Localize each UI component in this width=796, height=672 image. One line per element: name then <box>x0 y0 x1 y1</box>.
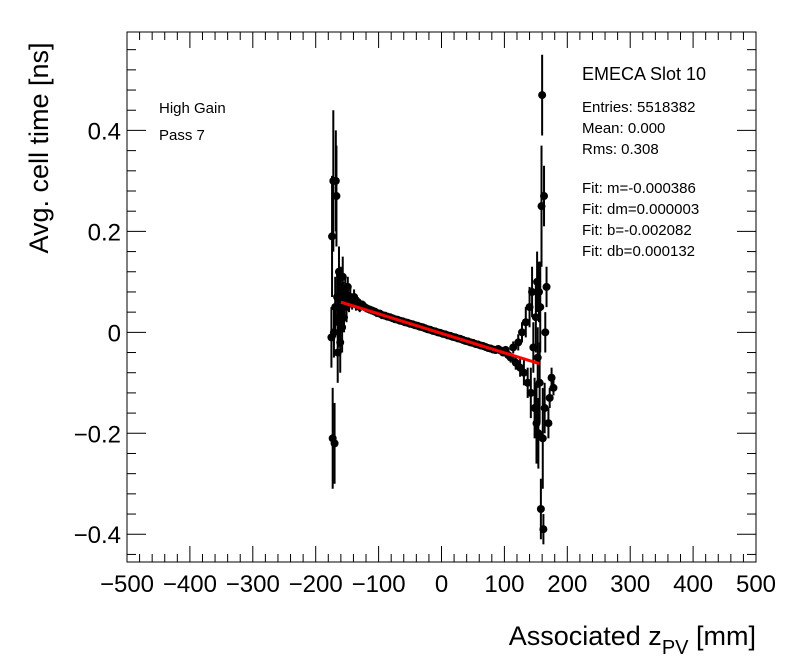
stats-fit-b: Fit: b=-0.002082 <box>582 222 692 239</box>
data-point <box>514 338 523 347</box>
x-tick-label: 0 <box>435 571 448 598</box>
y-axis-title: Avg. cell time [ns] <box>24 42 54 253</box>
x-tick-label: 500 <box>736 571 776 598</box>
data-point <box>509 343 518 352</box>
x-tick-label: −300 <box>226 571 280 598</box>
data-point <box>539 525 548 534</box>
data-point <box>542 282 551 291</box>
data-points <box>327 54 558 545</box>
data-point <box>328 232 337 241</box>
chart-text: Avg. cell time [ns] Associated zPV [mm] … <box>24 42 776 659</box>
fit-line <box>340 300 540 366</box>
data-point <box>535 378 544 387</box>
x-tick-label: −400 <box>163 571 217 598</box>
x-tick-label: −200 <box>289 571 343 598</box>
data-point <box>541 328 550 337</box>
data-point <box>521 318 530 327</box>
data-point <box>519 368 528 377</box>
data-point <box>526 388 535 397</box>
x-tick-label: 300 <box>610 571 650 598</box>
data-point <box>528 287 537 296</box>
data-point <box>540 404 549 413</box>
y-tick-label: −0.2 <box>74 421 121 448</box>
data-point <box>549 383 558 392</box>
x-axis-title: Associated zPV [mm] <box>509 621 756 659</box>
x-tick-label: −100 <box>352 571 406 598</box>
data-point <box>534 287 543 296</box>
axis-ticks <box>126 32 757 562</box>
data-point <box>536 303 545 312</box>
data-point <box>547 373 556 382</box>
x-tick-label: 200 <box>547 571 587 598</box>
x-axis-title-unit: [mm] <box>689 621 757 651</box>
stats-mean: Mean: 0.000 <box>582 120 665 137</box>
data-point <box>330 439 339 448</box>
data-point <box>518 328 527 337</box>
stats-rms: Rms: 0.308 <box>582 141 659 158</box>
data-point <box>523 378 532 387</box>
stats-fit-db: Fit: db=0.000132 <box>582 243 695 260</box>
data-point <box>536 505 545 513</box>
x-tick-label: 400 <box>673 571 713 598</box>
x-axis-title-subscript: PV <box>662 637 689 659</box>
x-axis-title-main: Associated z <box>509 621 662 651</box>
data-point <box>545 393 554 402</box>
y-tick-label: 0.2 <box>88 219 121 246</box>
stats-fit-dm: Fit: dm=0.000003 <box>582 201 699 218</box>
y-tick-label: 0.4 <box>88 118 121 145</box>
fit-line-group <box>340 300 540 366</box>
stats-entries: Entries: 5518382 <box>582 99 695 116</box>
data-point <box>332 192 341 201</box>
x-tick-label: −500 <box>100 571 154 598</box>
y-tick-label: −0.4 <box>74 522 121 549</box>
legend-label-gain: High Gain <box>159 100 226 117</box>
stats-fit-m: Fit: m=-0.000386 <box>582 180 696 197</box>
data-point <box>538 434 547 443</box>
data-point <box>531 313 540 322</box>
data-point <box>538 91 547 100</box>
x-tick-label: 100 <box>484 571 524 598</box>
data-point <box>544 419 553 428</box>
data-point <box>540 192 549 201</box>
stats-title: EMECA Slot 10 <box>582 64 706 84</box>
legend-label-pass: Pass 7 <box>159 127 205 144</box>
y-tick-label: 0 <box>108 320 121 347</box>
